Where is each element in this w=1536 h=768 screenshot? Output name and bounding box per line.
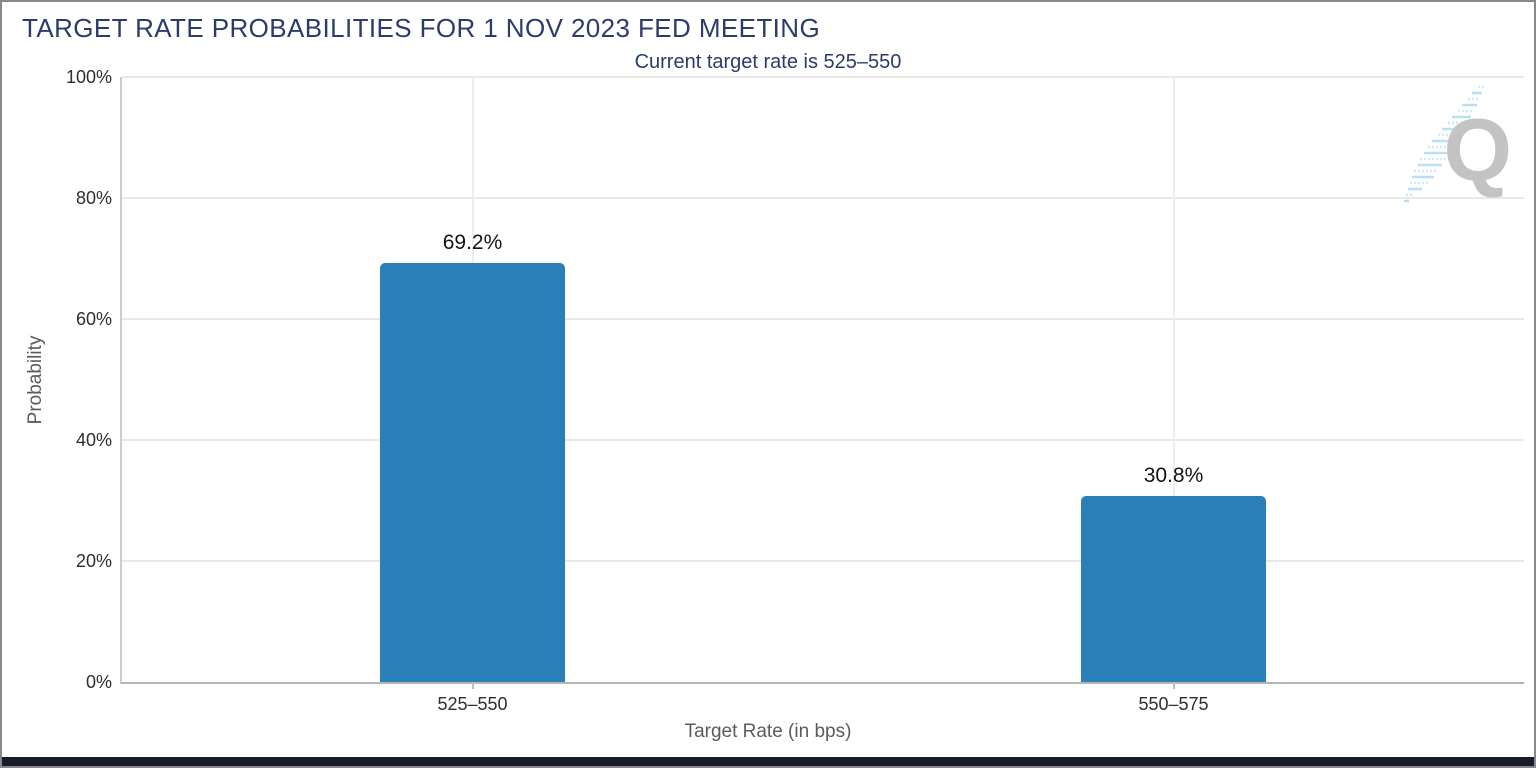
- footer-bar: [2, 757, 1534, 766]
- logo-flash-icon: [1404, 85, 1484, 203]
- gridline-horizontal: [122, 197, 1524, 199]
- bar-value-label: 69.2%: [442, 231, 503, 255]
- logo-q-letter: Q: [1443, 100, 1512, 199]
- x-tick-mark: [1172, 682, 1175, 689]
- gridline-horizontal: [122, 560, 1524, 562]
- logo-watermark: Q: [1400, 82, 1516, 208]
- y-tick-label: 0%: [85, 672, 112, 692]
- gridline-vertical: [1172, 77, 1175, 682]
- bar-value-label: 30.8%: [1143, 463, 1204, 487]
- y-tick-label: 20%: [75, 551, 112, 571]
- gridline-horizontal: [122, 318, 1524, 320]
- y-tick-label: 40%: [75, 430, 112, 450]
- chart-subtitle: Current target rate is 525–550: [634, 51, 902, 73]
- bar: [1081, 495, 1266, 682]
- bar: [380, 263, 565, 682]
- x-tick-label: 525–550: [437, 694, 508, 714]
- y-axis-title: Probability: [25, 335, 46, 425]
- x-tick-label: 550–575: [1138, 694, 1209, 714]
- plot-area: 0% 20% 40% 60% 80% 100% 69.2% 525–550 30.8% 550–5…: [66, 67, 1524, 714]
- y-tick-label: 60%: [75, 309, 112, 329]
- x-tick-mark: [471, 682, 474, 689]
- gridline-horizontal: [122, 439, 1524, 441]
- y-tick-label: 100%: [65, 67, 112, 87]
- page-title: TARGET RATE PROBABILITIES FOR 1 NOV 2023…: [22, 13, 821, 43]
- y-tick-label: 80%: [75, 188, 112, 208]
- x-axis-title: Target Rate (in bps): [684, 721, 852, 742]
- gridline-horizontal: [122, 76, 1524, 78]
